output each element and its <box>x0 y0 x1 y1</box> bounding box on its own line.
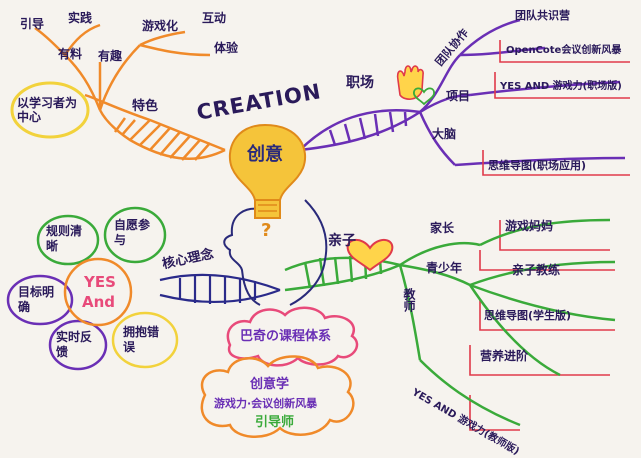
curriculum-clouds <box>200 306 359 439</box>
leaf-gamified: 游戏化 <box>142 19 179 33</box>
flower-center-and: And <box>82 293 116 311</box>
parent-child-branch-label: 亲子 <box>328 233 356 249</box>
heart-icon <box>346 239 394 272</box>
item-yes-and-workplace: YES AND 游戏力(职场版) <box>500 81 622 92</box>
workplace-sub-project: 项目 <box>446 89 471 103</box>
leaf-interactive: 互动 <box>202 11 227 25</box>
curriculum-line-facilitator: 引导师 <box>255 415 295 430</box>
item-mindmap-workplace: 思维导图(职场应用) <box>488 159 587 172</box>
learner-center-label: 以学习者为中心 <box>17 96 78 124</box>
bulb-label: 创意 <box>247 144 283 165</box>
item-team-consensus: 团队共识营 <box>515 9 570 22</box>
hand-icon <box>396 65 424 100</box>
heart-small-icon <box>413 87 435 106</box>
purple-branch <box>299 18 626 167</box>
red-item-frames <box>469 40 630 431</box>
curriculum-line-game-meeting: 游戏力·会议创新风暴 <box>214 397 318 410</box>
petal-realtime-feedback: 实时反馈 <box>56 330 93 359</box>
workplace-sub-brain: 大脑 <box>432 127 457 141</box>
leaf-fun: 有趣 <box>98 49 123 63</box>
orange-branch <box>34 23 226 161</box>
petal-voluntary: 自愿参与 <box>114 218 151 247</box>
sub-teachers: 教师 <box>402 288 416 312</box>
item-parent-coach: 亲子教练 <box>512 263 561 277</box>
item-open-space: OpenCote会议创新风暴 <box>506 45 622 56</box>
item-mindmap-student: 思维导图(学生版) <box>484 309 572 322</box>
curriculum-title: 巴奇の课程体系 <box>240 329 332 344</box>
question-mark: ? <box>261 220 272 241</box>
petal-clear-rules: 规则清晰 <box>46 224 83 253</box>
petal-clear-goals: 目标明确 <box>18 285 55 314</box>
petal-embrace-mistakes: 拥抱错误 <box>123 325 160 354</box>
feature-branch-label: 特色 <box>132 99 159 114</box>
flower-center-yes: YES <box>84 273 116 291</box>
leaf-experience: 体验 <box>214 41 239 55</box>
flower <box>6 206 179 371</box>
sub-parents: 家长 <box>430 221 455 235</box>
curriculum-line-creativity: 创意学 <box>250 377 290 392</box>
workplace-branch-label: 职场 <box>346 75 374 91</box>
green-branch <box>284 218 616 427</box>
bulb-drawing <box>228 123 307 219</box>
item-nutrition-advance: 营养进阶 <box>480 349 529 363</box>
leaf-content-rich: 有料 <box>58 47 83 61</box>
head-silhouette <box>223 199 328 306</box>
navy-branch <box>159 273 281 304</box>
leaf-guide: 引导 <box>20 17 45 31</box>
item-game-mom: 游戏妈妈 <box>505 219 554 233</box>
sub-teenagers: 青少年 <box>426 261 463 275</box>
leaf-practice: 实践 <box>68 11 93 25</box>
learner-bubble <box>10 81 90 139</box>
